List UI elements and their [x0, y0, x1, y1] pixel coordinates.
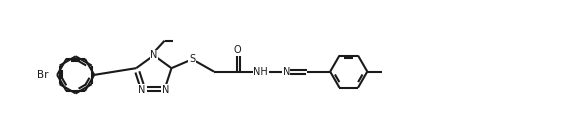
- Text: NH: NH: [254, 67, 268, 77]
- Text: O: O: [234, 45, 241, 55]
- Text: S: S: [189, 54, 195, 64]
- Text: N: N: [150, 50, 158, 60]
- Text: N: N: [162, 85, 169, 95]
- Text: N: N: [282, 67, 290, 77]
- Text: Br: Br: [37, 70, 48, 80]
- Text: N: N: [138, 85, 146, 95]
